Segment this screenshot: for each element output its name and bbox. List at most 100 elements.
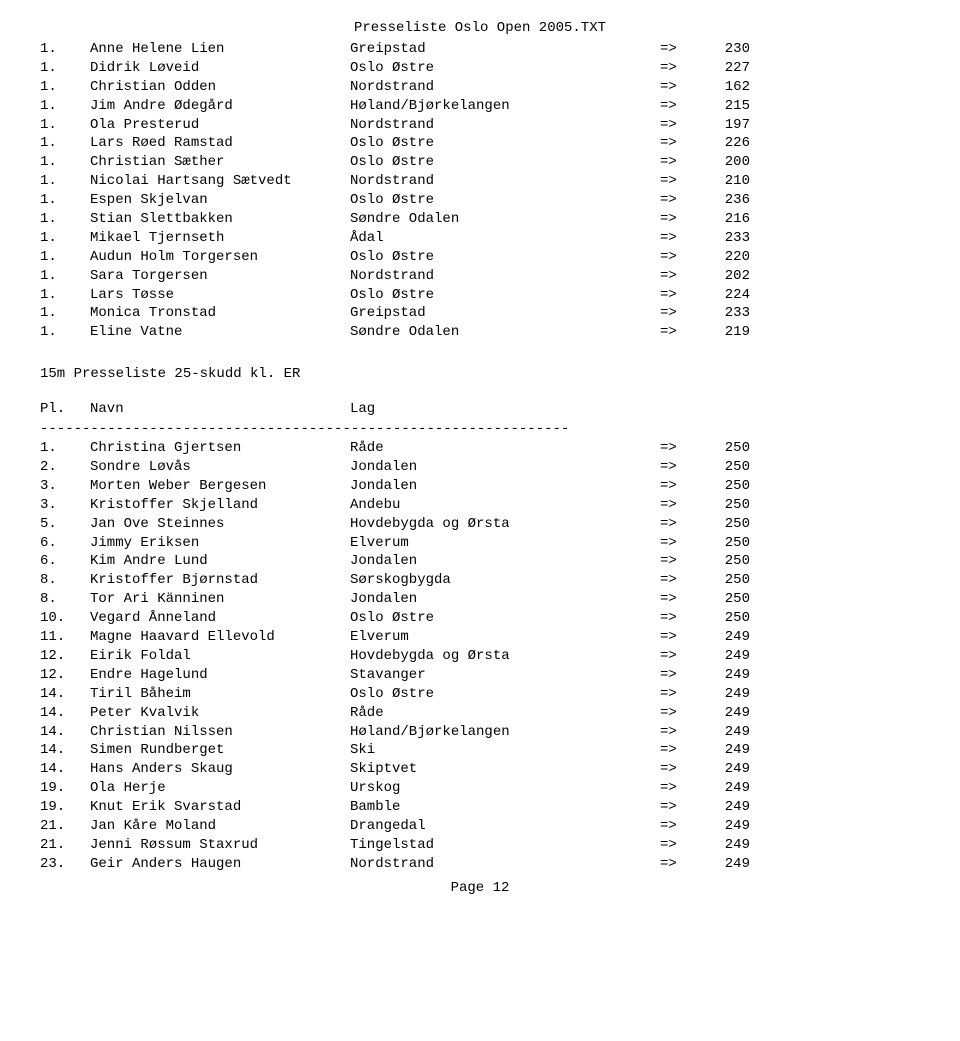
cell-arrow: =>: [660, 609, 700, 628]
cell-arrow: =>: [660, 477, 700, 496]
cell-arrow: =>: [660, 704, 700, 723]
cell-name: Magne Haavard Ellevold: [90, 628, 350, 647]
cell-lag: Søndre Odalen: [350, 323, 660, 342]
cell-score: 249: [700, 666, 750, 685]
cell-lag: Tingelstad: [350, 836, 660, 855]
cell-arrow: =>: [660, 571, 700, 590]
cell-arrow: =>: [660, 817, 700, 836]
cell-score: 250: [700, 534, 750, 553]
cell-arrow: =>: [660, 153, 700, 172]
cell-pl: 1.: [40, 78, 90, 97]
table-row: 11.Magne Haavard EllevoldElverum=>249: [40, 628, 920, 647]
cell-lag: Jondalen: [350, 590, 660, 609]
cell-pl: 1.: [40, 267, 90, 286]
table-row: 21.Jenni Røssum StaxrudTingelstad=>249: [40, 836, 920, 855]
section-title: 15m Presseliste 25-skudd kl. ER: [40, 366, 920, 382]
cell-pl: 1.: [40, 172, 90, 191]
cell-score: 220: [700, 248, 750, 267]
table-row: 3.Kristoffer SkjellandAndebu=>250: [40, 496, 920, 515]
table-row: 1.Didrik LøveidOslo Østre=>227: [40, 59, 920, 78]
table-row: 1.Eline VatneSøndre Odalen=>219: [40, 323, 920, 342]
cell-pl: 1.: [40, 210, 90, 229]
cell-name: Ola Presterud: [90, 116, 350, 135]
cell-score: 249: [700, 628, 750, 647]
cell-pl: 1.: [40, 116, 90, 135]
cell-lag: Oslo Østre: [350, 248, 660, 267]
cell-score: 250: [700, 458, 750, 477]
cell-arrow: =>: [660, 116, 700, 135]
cell-lag: Nordstrand: [350, 116, 660, 135]
cell-pl: 3.: [40, 496, 90, 515]
header-lag: Lag: [350, 400, 660, 419]
table-row: 14.Simen RundbergetSki=>249: [40, 741, 920, 760]
cell-score: 233: [700, 304, 750, 323]
cell-pl: 1.: [40, 97, 90, 116]
cell-name: Christian Sæther: [90, 153, 350, 172]
cell-name: Kristoffer Skjelland: [90, 496, 350, 515]
cell-arrow: =>: [660, 685, 700, 704]
cell-arrow: =>: [660, 458, 700, 477]
table-row: 1.Christina GjertsenRåde=>250: [40, 439, 920, 458]
table-row: 1.Mikael TjernsethÅdal=>233: [40, 229, 920, 248]
cell-score: 249: [700, 798, 750, 817]
table-row: 14.Hans Anders SkaugSkiptvet=>249: [40, 760, 920, 779]
cell-lag: Nordstrand: [350, 855, 660, 874]
cell-name: Knut Erik Svarstad: [90, 798, 350, 817]
cell-pl: 1.: [40, 439, 90, 458]
cell-pl: 14.: [40, 760, 90, 779]
table-row: 1.Espen SkjelvanOslo Østre=>236: [40, 191, 920, 210]
table-row: 1.Christian SætherOslo Østre=>200: [40, 153, 920, 172]
cell-name: Christian Nilssen: [90, 723, 350, 742]
cell-score: 224: [700, 286, 750, 305]
cell-name: Didrik Løveid: [90, 59, 350, 78]
cell-score: 230: [700, 40, 750, 59]
table-row: 1.Nicolai Hartsang SætvedtNordstrand=>21…: [40, 172, 920, 191]
cell-lag: Skiptvet: [350, 760, 660, 779]
cell-score: 249: [700, 685, 750, 704]
cell-pl: 1.: [40, 323, 90, 342]
cell-name: Nicolai Hartsang Sætvedt: [90, 172, 350, 191]
table-row: 19.Knut Erik SvarstadBamble=>249: [40, 798, 920, 817]
cell-score: 215: [700, 97, 750, 116]
cell-name: Jenni Røssum Staxrud: [90, 836, 350, 855]
cell-name: Kim Andre Lund: [90, 552, 350, 571]
cell-arrow: =>: [660, 741, 700, 760]
cell-arrow: =>: [660, 798, 700, 817]
cell-score: 226: [700, 134, 750, 153]
cell-arrow: =>: [660, 647, 700, 666]
cell-pl: 1.: [40, 286, 90, 305]
cell-score: 250: [700, 439, 750, 458]
table-row: 6.Kim Andre LundJondalen=>250: [40, 552, 920, 571]
cell-pl: 19.: [40, 779, 90, 798]
table-row: 1.Jim Andre ØdegårdHøland/Bjørkelangen=>…: [40, 97, 920, 116]
cell-arrow: =>: [660, 439, 700, 458]
table-row: 14.Christian NilssenHøland/Bjørkelangen=…: [40, 723, 920, 742]
cell-pl: 1.: [40, 59, 90, 78]
table-row: 8.Kristoffer BjørnstadSørskogbygda=>250: [40, 571, 920, 590]
cell-score: 200: [700, 153, 750, 172]
column-headers: Pl. Navn Lag: [40, 400, 920, 419]
cell-score: 250: [700, 552, 750, 571]
cell-lag: Hovdebygda og Ørsta: [350, 647, 660, 666]
cell-lag: Oslo Østre: [350, 153, 660, 172]
table-row: 1.Lars Røed RamstadOslo Østre=>226: [40, 134, 920, 153]
cell-lag: Søndre Odalen: [350, 210, 660, 229]
table-row: 1.Christian OddenNordstrand=>162: [40, 78, 920, 97]
cell-name: Ola Herje: [90, 779, 350, 798]
cell-name: Tiril Båheim: [90, 685, 350, 704]
table-row: 12.Endre HagelundStavanger=>249: [40, 666, 920, 685]
cell-lag: Nordstrand: [350, 172, 660, 191]
cell-pl: 19.: [40, 798, 90, 817]
cell-pl: 1.: [40, 134, 90, 153]
cell-pl: 8.: [40, 571, 90, 590]
divider: ----------------------------------------…: [40, 421, 920, 437]
cell-arrow: =>: [660, 97, 700, 116]
cell-name: Jimmy Eriksen: [90, 534, 350, 553]
cell-lag: Råde: [350, 439, 660, 458]
cell-name: Mikael Tjernseth: [90, 229, 350, 248]
cell-pl: 14.: [40, 685, 90, 704]
cell-score: 249: [700, 723, 750, 742]
cell-pl: 14.: [40, 723, 90, 742]
table-row: 19.Ola HerjeUrskog=>249: [40, 779, 920, 798]
table-row: 5.Jan Ove SteinnesHovdebygda og Ørsta=>2…: [40, 515, 920, 534]
